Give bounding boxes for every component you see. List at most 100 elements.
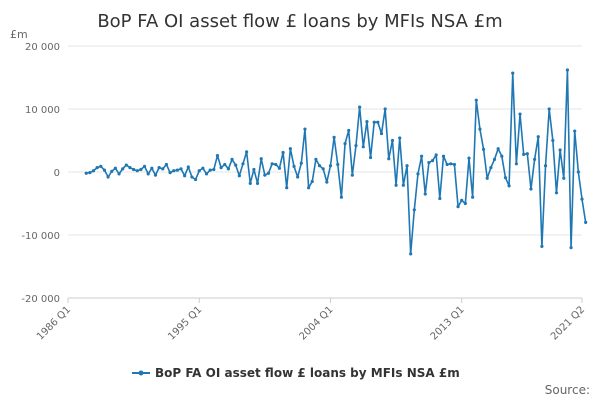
data-point (230, 157, 234, 161)
data-point (514, 162, 518, 166)
data-point (212, 167, 216, 172)
data-point (500, 154, 504, 158)
data-point (153, 173, 158, 177)
data-point (190, 175, 194, 179)
data-point (339, 195, 343, 199)
data-point (237, 174, 241, 178)
data-point (281, 150, 285, 155)
data-point (245, 150, 249, 154)
data-point (88, 171, 92, 175)
x-tick-label: 2004 Q1 (297, 304, 335, 342)
data-point (99, 164, 103, 168)
series-line (86, 69, 587, 255)
data-point (201, 166, 205, 170)
y-tick-label: -10 000 (21, 231, 60, 242)
data-point (175, 168, 179, 172)
data-point (91, 169, 96, 173)
data-point (405, 164, 409, 168)
data-point (161, 167, 165, 171)
x-axis-ticks: 1986 Q1 1995 Q1 2004 Q1 2013 Q1 2021 Q2 (35, 298, 587, 342)
data-point (102, 168, 107, 172)
series-group (84, 68, 588, 256)
data-point (529, 187, 533, 191)
data-point (518, 112, 522, 116)
data-point (266, 171, 271, 175)
data-point (84, 171, 88, 175)
data-point (296, 175, 300, 179)
source-label: Source: (545, 383, 590, 397)
y-tick-label: 20 000 (25, 42, 60, 53)
data-point (142, 164, 147, 168)
y-tick-label: -20 000 (21, 294, 60, 305)
data-point (226, 167, 230, 171)
data-point (427, 160, 431, 165)
data-point (336, 162, 340, 167)
x-tick-label: 1986 Q1 (35, 304, 73, 342)
data-point (379, 131, 384, 136)
data-point (547, 107, 551, 111)
data-point (376, 120, 380, 124)
data-point (584, 220, 588, 224)
data-point (387, 157, 391, 161)
data-point (416, 172, 420, 176)
data-point (511, 71, 515, 75)
data-point (358, 105, 362, 109)
data-point (183, 174, 187, 178)
legend-point-marker (138, 370, 144, 376)
data-point (343, 142, 347, 146)
data-point (303, 127, 307, 131)
data-point (551, 138, 555, 143)
data-point (489, 165, 493, 170)
data-point (441, 154, 446, 158)
data-point (398, 136, 402, 140)
data-point (307, 186, 311, 190)
data-point (124, 163, 128, 167)
data-point (383, 107, 387, 111)
data-point (492, 157, 497, 161)
data-point (288, 147, 292, 151)
data-point (215, 154, 220, 158)
x-tick-label: 1995 Q1 (166, 304, 204, 342)
data-point (474, 98, 478, 102)
data-point (438, 196, 442, 201)
data-point (361, 145, 365, 149)
data-point (285, 186, 289, 190)
data-point (248, 181, 252, 185)
data-point (558, 148, 562, 152)
data-point (164, 162, 169, 167)
data-point (208, 168, 212, 172)
data-point (332, 135, 336, 139)
data-point (347, 128, 351, 133)
data-point (132, 167, 136, 172)
data-point (507, 184, 511, 188)
x-tick-label: 2013 Q1 (429, 304, 467, 342)
data-point (573, 129, 577, 133)
data-point (533, 157, 537, 161)
data-point (317, 164, 322, 168)
data-point (394, 183, 398, 187)
chart-title: BoP FA OI asset flow £ loans by MFIs NSA… (97, 11, 502, 32)
data-point (543, 164, 548, 168)
data-point (146, 172, 150, 176)
data-point (259, 157, 263, 161)
data-point (252, 167, 256, 172)
data-point (576, 170, 580, 174)
data-point (299, 161, 303, 165)
data-point (219, 165, 223, 170)
data-point (255, 181, 260, 185)
data-point (117, 172, 121, 176)
legend: BoP FA OI asset flow £ loans by MFIs NSA… (132, 366, 460, 380)
data-point (223, 162, 227, 167)
data-point (204, 172, 209, 176)
data-point (95, 165, 99, 170)
data-point (172, 169, 176, 173)
data-point (460, 198, 464, 202)
data-point (496, 147, 500, 151)
data-point (325, 180, 329, 184)
data-point (354, 143, 358, 148)
data-point (139, 167, 143, 172)
data-point (540, 244, 544, 248)
data-point (401, 183, 405, 187)
data-point (350, 173, 354, 177)
